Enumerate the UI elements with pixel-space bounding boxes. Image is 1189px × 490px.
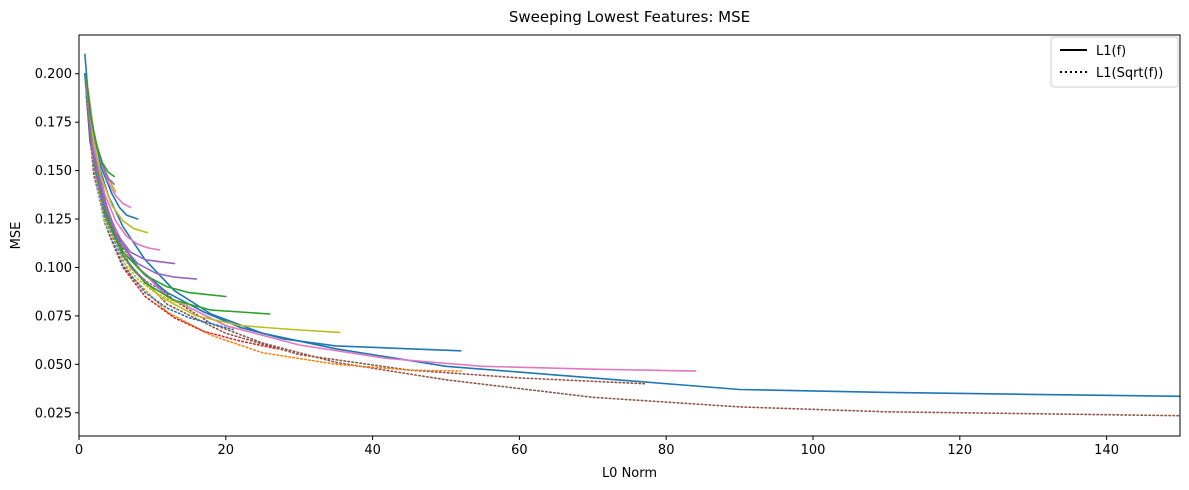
y-tick-label: 0.100 xyxy=(35,261,72,276)
series-line-9-dotted xyxy=(85,92,234,331)
x-tick-label: 20 xyxy=(218,443,235,458)
legend: L1(f) L1(Sqrt(f)) xyxy=(1050,36,1179,88)
x-axis-label: L0 Norm xyxy=(602,466,657,481)
y-tick-label: 0.025 xyxy=(35,406,72,421)
x-tick-label: 40 xyxy=(364,443,381,458)
y-tick-label: 0.200 xyxy=(35,67,72,82)
series-line-16-solid xyxy=(85,76,149,234)
series-line-3-solid xyxy=(85,78,697,372)
series-line-2-solid xyxy=(84,72,462,352)
series-layer xyxy=(84,53,1180,417)
series-line-0-solid xyxy=(84,53,1180,398)
series-line-10-solid xyxy=(85,76,227,298)
y-tick-label: 0.050 xyxy=(35,358,72,373)
series-line-4-dotted xyxy=(85,80,646,385)
plot-frame xyxy=(78,34,1181,437)
series-line-21-solid xyxy=(85,76,115,178)
x-tick-label: 80 xyxy=(658,443,675,458)
legend-label-l1-sqrt-f: L1(Sqrt(f)) xyxy=(1096,66,1163,81)
y-tick-label: 0.125 xyxy=(35,213,72,228)
series-line-5-dotted xyxy=(85,92,462,372)
chart-title: Sweeping Lowest Features: MSE xyxy=(509,8,750,26)
x-axis: 0 20 40 60 80 100 120 140 xyxy=(75,436,1119,458)
x-tick-label: 140 xyxy=(1094,443,1119,458)
y-tick-label: 0.175 xyxy=(35,116,72,131)
x-tick-label: 100 xyxy=(801,443,826,458)
x-tick-label: 120 xyxy=(947,443,972,458)
y-tick-label: 0.150 xyxy=(35,164,72,179)
series-line-13-dotted xyxy=(85,88,165,292)
x-tick-label: 0 xyxy=(75,443,83,458)
y-tick-label: 0.075 xyxy=(35,309,72,324)
y-axis-label: MSE xyxy=(9,222,24,250)
series-line-12-solid xyxy=(85,80,198,280)
series-line-15-solid xyxy=(85,78,161,251)
y-axis: 0.025 0.050 0.075 0.100 0.125 0.150 0.175 0.200 xyxy=(35,67,79,421)
legend-label-l1-f: L1(f) xyxy=(1096,44,1126,59)
series-line-1-dotted xyxy=(84,72,1180,417)
x-tick-label: 60 xyxy=(511,443,528,458)
series-line-8-solid xyxy=(85,82,271,315)
series-line-11-dotted xyxy=(85,88,190,308)
